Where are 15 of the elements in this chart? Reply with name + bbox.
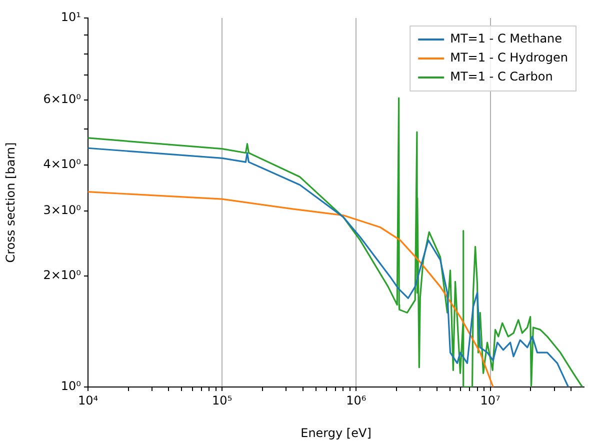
y-tick-label: 6×10⁰	[43, 92, 82, 106]
x-axis-title: Energy [eV]	[300, 426, 372, 440]
y-tick-label: 4×10⁰	[43, 156, 82, 171]
y-tick-label: 10¹	[60, 10, 82, 24]
x-tick-label: 10⁶	[346, 393, 366, 408]
x-tick-label: 10⁷	[480, 393, 500, 408]
x-tick-label: 10⁴	[78, 393, 98, 408]
y-tick-label: 3×10⁰	[43, 203, 82, 218]
x-tick-label: 10⁵	[212, 393, 232, 408]
y-tick-label: 2×10⁰	[43, 268, 82, 282]
y-tick-label: 10⁰	[60, 379, 82, 394]
legend-label: MT=1 - C Carbon	[450, 70, 553, 84]
legend-label: MT=1 - C Hydrogen	[450, 50, 568, 65]
legend-label: MT=1 - C Methane	[450, 32, 562, 46]
y-axis-title: Cross section [barn]	[3, 142, 18, 263]
